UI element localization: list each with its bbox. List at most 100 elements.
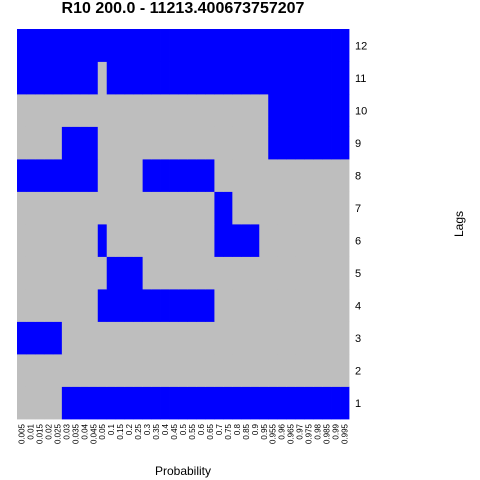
heatmap-cell — [223, 159, 233, 192]
heatmap-cell — [106, 354, 117, 387]
heatmap-cell — [250, 354, 260, 387]
heatmap-cell — [241, 29, 251, 62]
heatmap-cell — [232, 94, 242, 127]
heatmap-cell — [17, 289, 27, 322]
heatmap-cell — [151, 321, 161, 355]
y-tick-label: 6 — [355, 235, 361, 247]
heatmap-cell — [124, 289, 135, 322]
heatmap-cells — [17, 29, 350, 420]
heatmap-cell — [340, 256, 350, 290]
heatmap-cell — [43, 191, 54, 225]
heatmap-cell — [160, 94, 170, 127]
heatmap-cell — [241, 224, 251, 257]
heatmap-cell — [295, 386, 305, 420]
heatmap-cell — [142, 289, 152, 322]
heatmap-cell — [223, 126, 233, 160]
heatmap-cell — [331, 191, 341, 225]
heatmap-cell — [196, 94, 206, 127]
heatmap-cell — [241, 321, 251, 355]
heatmap-cell — [61, 191, 72, 225]
heatmap-cell — [52, 224, 63, 257]
heatmap-cell — [340, 94, 350, 127]
heatmap-cell — [52, 354, 63, 387]
heatmap-cell — [115, 354, 126, 387]
heatmap-cell — [17, 29, 27, 62]
heatmap-cell — [34, 29, 45, 62]
heatmap-cell — [196, 61, 206, 95]
x-tick-label: 0.985 — [323, 423, 332, 444]
heatmap-cell — [268, 126, 278, 160]
heatmap-cell — [115, 289, 126, 322]
heatmap-cell — [214, 256, 224, 290]
x-tick-label: 0.96 — [278, 423, 287, 439]
heatmap-cell — [169, 224, 179, 257]
heatmap-cell — [286, 61, 296, 95]
heatmap-cell — [52, 159, 63, 192]
heatmap-cell — [52, 321, 63, 355]
heatmap-cell — [34, 61, 45, 95]
heatmap-cell — [187, 159, 197, 192]
heatmap-cell — [313, 224, 323, 257]
heatmap-cell — [43, 386, 54, 420]
heatmap-cell — [250, 321, 260, 355]
heatmap-cell — [304, 29, 314, 62]
heatmap-cell — [304, 289, 314, 322]
heatmap-cell — [340, 61, 350, 95]
heatmap-cell — [205, 289, 215, 322]
x-tick-label: 0.995 — [341, 423, 350, 444]
x-axis-label: Probability — [155, 464, 211, 478]
heatmap-cell — [241, 94, 251, 127]
heatmap-cell — [70, 321, 81, 355]
heatmap-cell — [268, 29, 278, 62]
heatmap-cell — [106, 94, 117, 127]
y-tick-label: 4 — [355, 300, 361, 312]
heatmap-cell — [124, 61, 135, 95]
heatmap-cell — [205, 354, 215, 387]
heatmap-cell — [17, 256, 27, 290]
heatmap-cell — [52, 126, 63, 160]
x-tick-label: 0.015 — [35, 423, 44, 444]
heatmap-cell — [340, 191, 350, 225]
heatmap-cell — [17, 126, 27, 160]
heatmap-cell — [268, 386, 278, 420]
heatmap-cell — [115, 126, 126, 160]
y-tick-label: 12 — [355, 40, 367, 52]
heatmap-cell — [259, 321, 269, 355]
heatmap-cell — [205, 126, 215, 160]
heatmap-cell — [295, 29, 305, 62]
y-axis-label: Lags — [452, 211, 466, 237]
heatmap-cell — [133, 256, 144, 290]
heatmap-cell — [313, 29, 323, 62]
heatmap-cell — [61, 354, 72, 387]
heatmap-cell — [88, 354, 99, 387]
heatmap-cell — [241, 289, 251, 322]
heatmap-cell — [223, 321, 233, 355]
heatmap-cell — [124, 159, 135, 192]
heatmap-cell — [277, 224, 287, 257]
x-tick-label: 0.25 — [134, 423, 143, 439]
chart-title: R10 200.0 - 11213.400673757207 — [62, 0, 305, 17]
heatmap-cell — [223, 289, 233, 322]
heatmap-cell — [304, 159, 314, 192]
heatmap-cell — [286, 256, 296, 290]
heatmap-cell — [97, 256, 108, 290]
y-tick-label: 7 — [355, 203, 361, 215]
heatmap-cell — [340, 354, 350, 387]
heatmap-cell — [232, 29, 242, 62]
heatmap-cell — [250, 191, 260, 225]
heatmap-cell — [331, 61, 341, 95]
heatmap-cell — [124, 29, 135, 62]
heatmap-cell — [205, 224, 215, 257]
heatmap-cell — [43, 126, 54, 160]
heatmap-cell — [169, 386, 179, 420]
heatmap-cell — [205, 29, 215, 62]
heatmap-cell — [277, 354, 287, 387]
heatmap-cell — [142, 126, 152, 160]
heatmap-cell — [115, 29, 126, 62]
heatmap-cell — [43, 354, 54, 387]
heatmap-cell — [268, 94, 278, 127]
heatmap-cell — [133, 289, 144, 322]
heatmap-cell — [313, 321, 323, 355]
x-tick-label: 0.025 — [53, 423, 62, 444]
